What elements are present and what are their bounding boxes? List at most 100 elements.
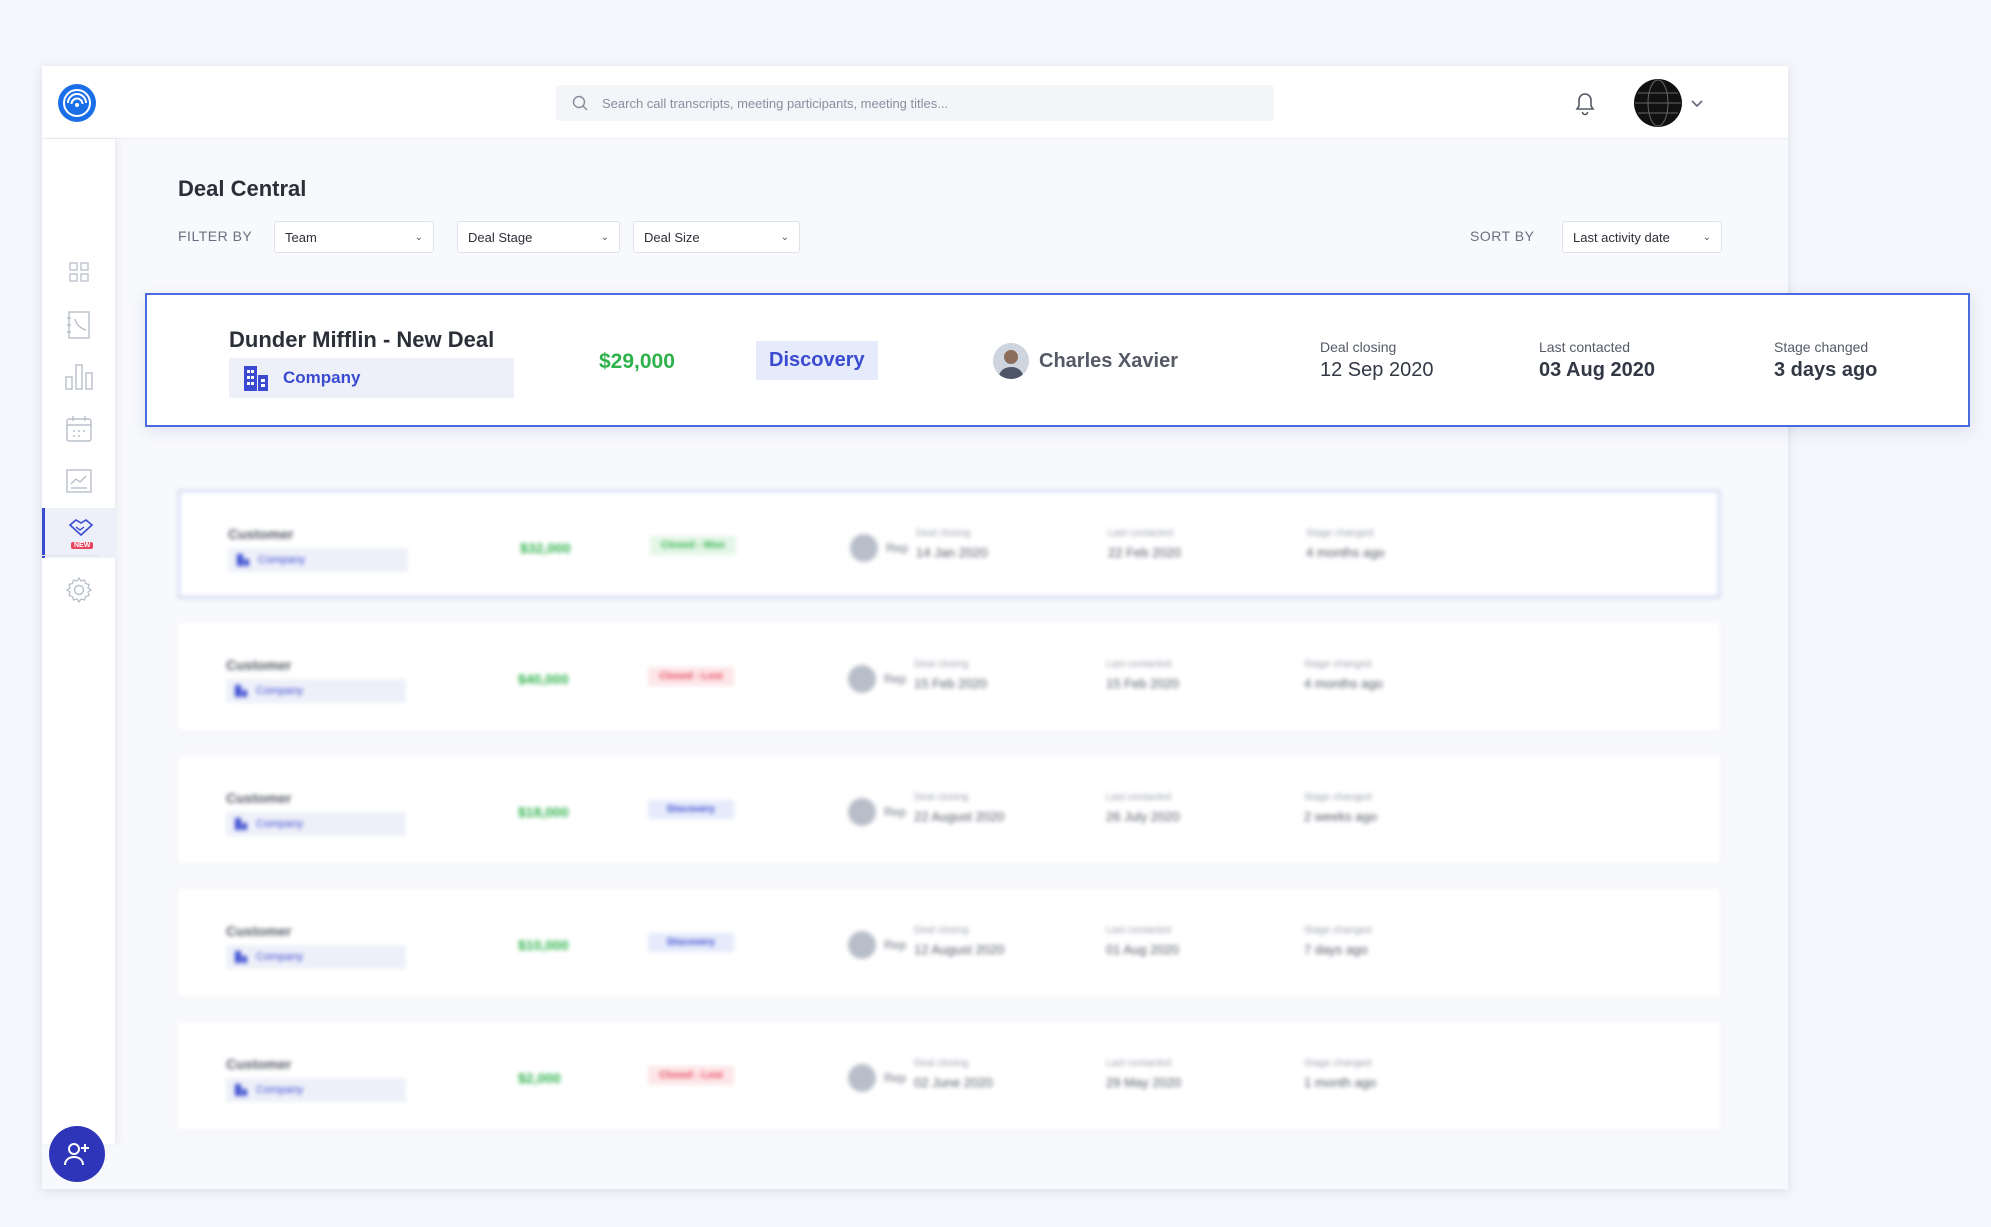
building-icon (244, 366, 268, 391)
deal-size-dropdown[interactable]: Deal Size ⌄ (633, 221, 800, 253)
company-tag[interactable]: Company (226, 945, 406, 969)
building-icon (235, 1084, 247, 1096)
sidebar-item-reports[interactable] (42, 456, 116, 506)
rep[interactable]: Rep (848, 931, 906, 959)
deal-closing: Deal closing 15 Feb 2020 (914, 659, 987, 691)
deal-closing-label: Deal closing (1320, 339, 1397, 355)
rep[interactable]: Rep (850, 534, 908, 562)
customer-name: Customer (226, 790, 292, 806)
sort-label: SORT BY (1470, 228, 1535, 244)
stage-changed-value: 7 days ago (1304, 942, 1368, 957)
calendar-icon (66, 416, 92, 442)
deal-row[interactable]: Customer Company $40,000 Closed - Lost Rep De… (178, 623, 1720, 731)
deal-closing-value: 12 Sep 2020 (1320, 359, 1434, 381)
stage-changed-label: Stage changed (1304, 925, 1372, 936)
stage-changed-value: 1 month ago (1304, 1075, 1377, 1090)
deal-stage-badge: Discovery (648, 800, 734, 819)
rep-avatar (850, 534, 878, 562)
building-icon (235, 685, 247, 697)
page-title: Deal Central (178, 176, 307, 201)
company-tag[interactable]: Company (226, 812, 406, 836)
rep-avatar (993, 343, 1029, 379)
deal-amount: $29,000 (599, 350, 675, 373)
team-dropdown-value: Team (285, 229, 317, 245)
rep-name: Charles Xavier (1039, 349, 1178, 372)
deal-row[interactable]: Customer Company $32,000 Closed - Won Rep Dea… (178, 490, 1720, 598)
sidebar-item-deals[interactable]: NEW (42, 508, 116, 558)
company-tag[interactable]: Company (228, 548, 408, 572)
rep[interactable]: Rep (848, 665, 906, 693)
deal-closing-label: Deal closing (916, 528, 971, 539)
deal-stage-badge: Discovery (756, 341, 878, 380)
deal-closing-label: Deal closing (914, 659, 969, 670)
chevron-down-icon[interactable] (1688, 94, 1706, 112)
last-contacted: Last contacted 26 July 2020 (1106, 792, 1180, 824)
sidebar-item-settings[interactable] (42, 565, 116, 615)
stage-changed: Stage changed 3 days ago (1774, 339, 1877, 382)
last-contacted-value: 29 May 2020 (1106, 1075, 1182, 1090)
deal-stage-dropdown[interactable]: Deal Stage ⌄ (457, 221, 620, 253)
deal-closing-value: 02 June 2020 (914, 1075, 993, 1090)
customer-name: Customer (226, 1056, 292, 1072)
rep[interactable]: Rep (848, 1064, 906, 1092)
rep[interactable]: Rep (848, 798, 906, 826)
deal-row[interactable]: Customer Company $2,000 Closed - Lost Rep Dea… (178, 1022, 1720, 1130)
deal-closing-value: 15 Feb 2020 (914, 676, 988, 691)
deal-row[interactable]: Customer Company $10,000 Discovery Rep Deal c… (178, 889, 1720, 997)
deal-stage-dropdown-value: Deal Stage (468, 229, 533, 245)
rep-name: Rep (884, 672, 907, 686)
deal-closing-label: Deal closing (914, 1058, 969, 1069)
notification-bell-icon[interactable] (1571, 88, 1599, 118)
customer-name: Customer (228, 526, 294, 542)
last-contacted-label: Last contacted (1106, 792, 1172, 803)
search-bar[interactable] (556, 85, 1274, 121)
sidebar-item-dashboard[interactable] (42, 247, 116, 297)
deal-name: Dunder Mifflin - New Deal (229, 327, 495, 352)
sidebar-item-contacts[interactable] (42, 300, 116, 350)
company-tag[interactable]: Company (226, 679, 406, 703)
rep-avatar (848, 1064, 876, 1092)
sidebar-item-analytics[interactable] (42, 352, 116, 402)
deal-closing-label: Deal closing (914, 792, 969, 803)
deal-closing: Deal closing 12 August 2020 (914, 925, 1004, 957)
sort-dropdown[interactable]: Last activity date ⌄ (1562, 221, 1722, 253)
add-user-button[interactable] (49, 1126, 105, 1182)
analytics-icon (65, 364, 93, 390)
user-avatar[interactable] (1634, 79, 1682, 127)
company-tag[interactable]: Company (229, 358, 514, 398)
team-dropdown[interactable]: Team ⌄ (274, 221, 434, 253)
company-label: Company (283, 368, 361, 387)
deal-closing: Deal closing 22 August 2020 (914, 792, 1004, 824)
last-contacted-label: Last contacted (1106, 1058, 1172, 1069)
stage-changed-label: Stage changed (1304, 792, 1372, 803)
search-input[interactable] (602, 95, 1202, 111)
company-tag[interactable]: Company (226, 1078, 406, 1102)
deal-amount: $18,000 (518, 804, 569, 820)
stage-changed: Stage changed 4 months ago (1304, 659, 1383, 691)
last-contacted: Last contacted 22 Feb 2020 (1108, 528, 1181, 560)
last-contacted-value: 03 Aug 2020 (1539, 359, 1655, 381)
last-contacted-label: Last contacted (1106, 659, 1172, 670)
chevron-down-icon: ⌄ (414, 231, 423, 243)
deals-icon (68, 519, 93, 537)
new-badge: NEW (71, 542, 94, 549)
stage-changed: Stage changed 2 weeks ago (1304, 792, 1377, 824)
deal-amount: $40,000 (518, 671, 569, 687)
sidebar-item-calendar[interactable] (42, 404, 116, 454)
chevron-down-icon: ⌄ (600, 231, 609, 243)
search-icon (572, 95, 588, 111)
deal-row[interactable]: Customer Company $18,000 Discovery Rep Deal c… (178, 756, 1720, 864)
last-contacted-value: 01 Aug 2020 (1106, 942, 1180, 957)
deal-amount: $2,000 (518, 1070, 561, 1086)
deal-amount: $32,000 (520, 540, 571, 556)
highlighted-deal-card[interactable]: Dunder Mifflin - New Deal Company $29,00… (145, 293, 1970, 427)
rep[interactable]: Charles Xavier (993, 343, 1178, 379)
customer-name: Customer (226, 923, 292, 939)
company-label: Company (256, 818, 304, 830)
app-logo-icon[interactable] (58, 84, 96, 122)
last-contacted-label: Last contacted (1539, 339, 1631, 355)
rep-avatar (848, 665, 876, 693)
stage-changed-value: 2 weeks ago (1304, 809, 1377, 824)
last-contacted: Last contacted 15 Feb 2020 (1106, 659, 1179, 691)
stage-changed: Stage changed 1 month ago (1304, 1058, 1376, 1090)
